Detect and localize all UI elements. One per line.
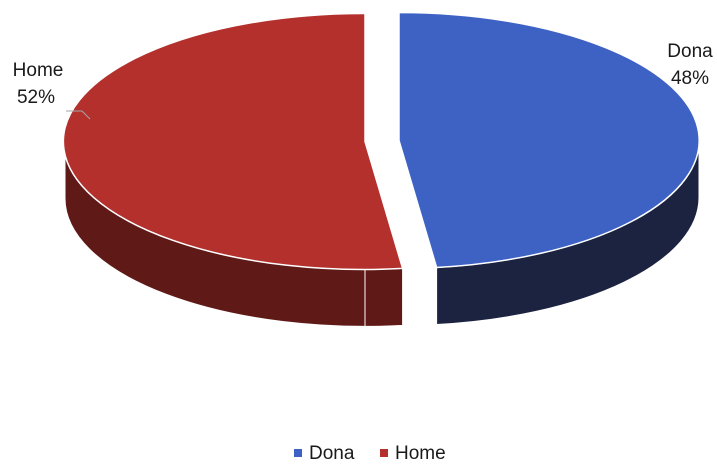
- legend: Dona Home: [294, 443, 446, 464]
- slice-top-home: [62, 12, 404, 271]
- data-labels: Dona 48% Home 52%: [13, 41, 713, 120]
- data-label-dona-name: Dona: [667, 41, 713, 62]
- leader-line-home: [66, 110, 91, 120]
- pie-slices: [62, 11, 700, 327]
- data-label-home-percent: 52%: [17, 87, 55, 108]
- data-label-dona-percent: 48%: [671, 68, 709, 89]
- legend-swatch-home: [380, 449, 388, 457]
- legend-swatch-dona: [294, 449, 302, 457]
- legend-label-dona: Dona: [309, 443, 355, 464]
- data-label-home-name: Home: [13, 60, 64, 81]
- slice-top-dona: [398, 11, 700, 269]
- slice-home: [62, 12, 404, 327]
- legend-label-home: Home: [395, 443, 446, 464]
- slice-dona: [398, 11, 700, 326]
